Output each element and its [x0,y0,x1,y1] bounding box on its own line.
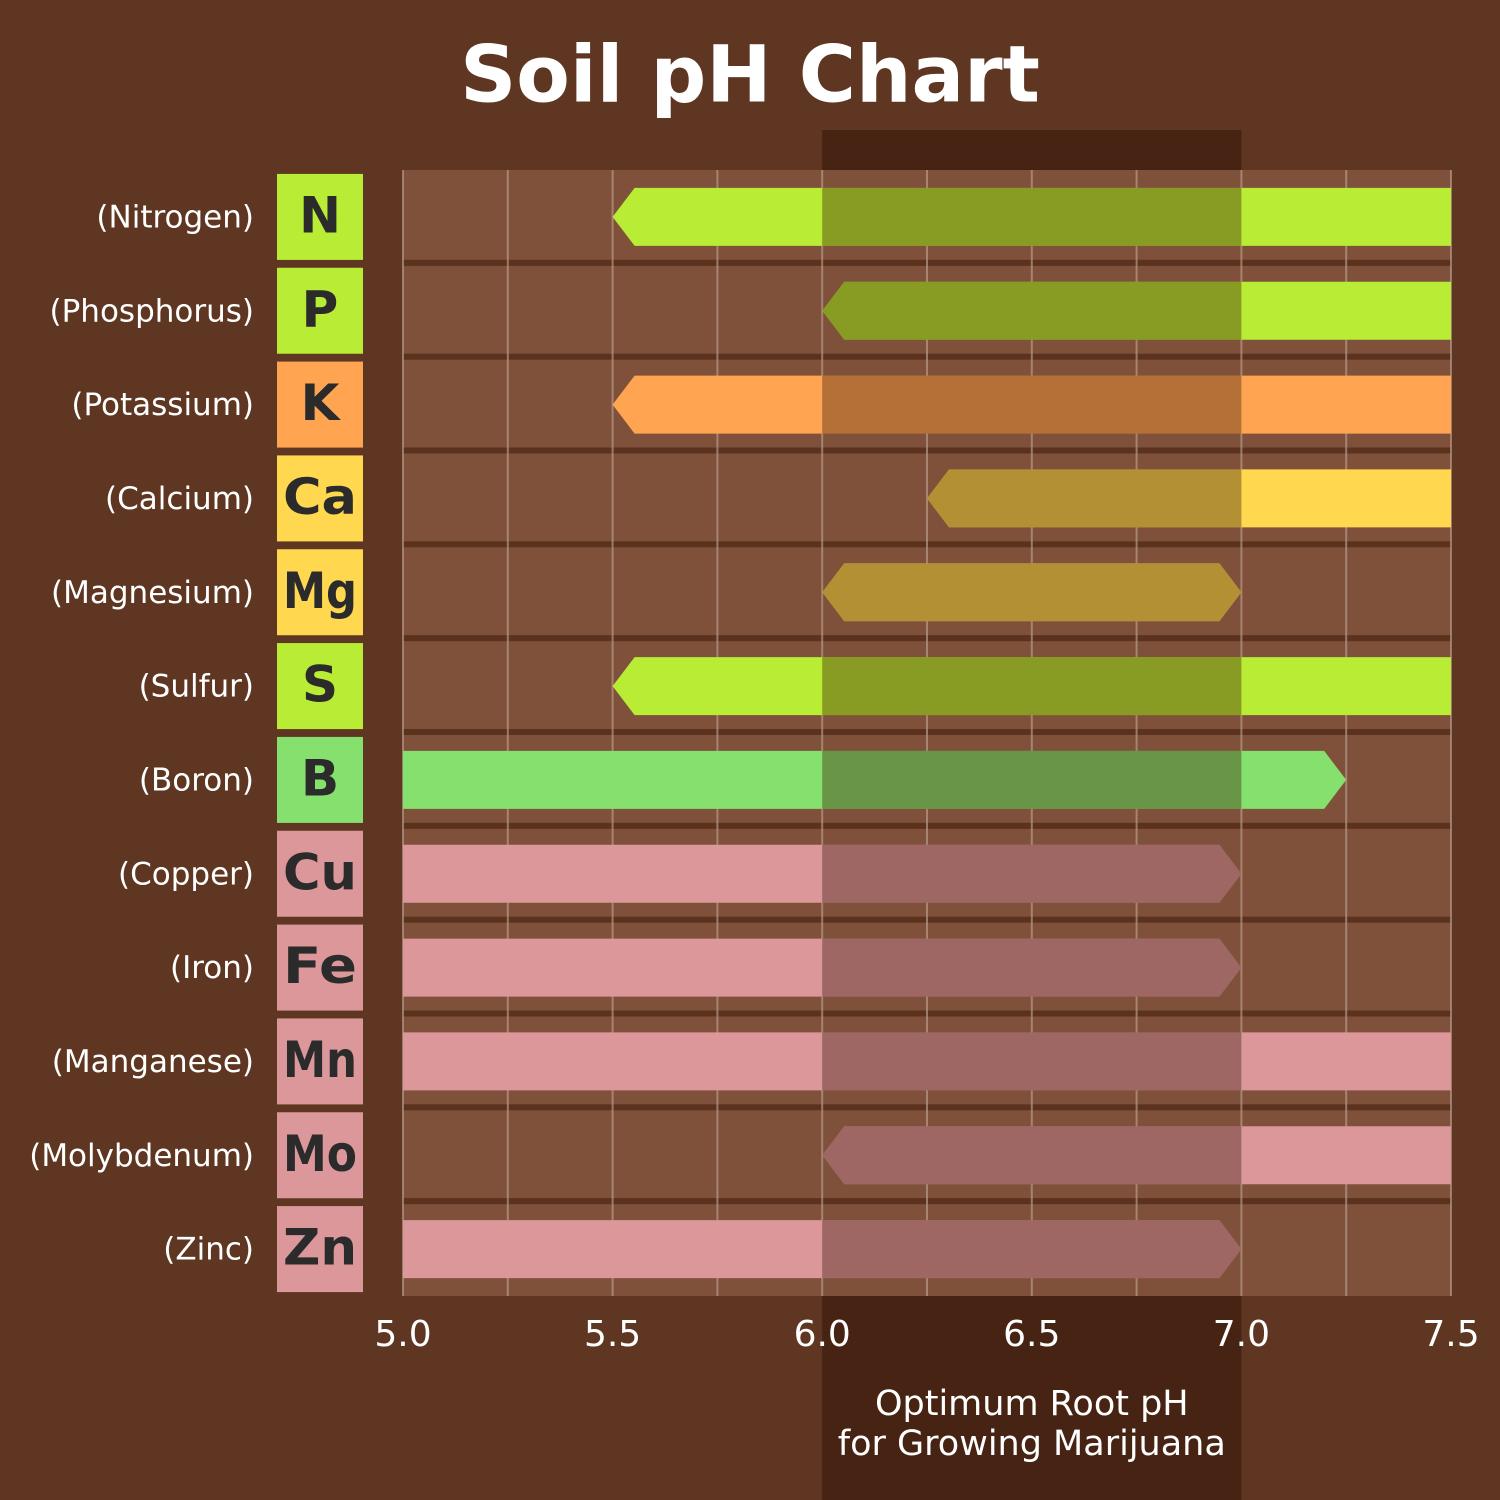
x-tick-label: 6.5 [1003,1314,1060,1355]
bar [403,1220,1242,1279]
bar-shade [822,1032,1242,1091]
bar [822,281,1451,340]
symbol-box [277,173,363,260]
bar-shade [927,469,1242,528]
symbol: Mn [283,1031,357,1089]
symbol: Fe [283,937,357,995]
symbol-box [277,1018,363,1105]
bar [403,750,1347,809]
category-label: (Calcium) [105,481,254,517]
symbol-box [277,643,363,730]
category-label: (Nitrogen) [96,199,254,235]
bar [612,187,1451,246]
bar-shade [822,563,1242,622]
symbol: B [301,749,339,807]
bar-shade [822,187,1242,246]
category-label: (Boron) [139,762,254,798]
bar-shade [822,375,1242,434]
category-label: (Phosphorus) [50,293,254,329]
x-tick-label: 7.0 [1213,1314,1270,1355]
x-tick-label: 5.5 [584,1314,641,1355]
symbol: P [302,280,339,338]
x-tick-label: 6.0 [794,1314,851,1355]
bar-shade [822,657,1242,716]
bar-shade [822,844,1242,903]
optimum-label: Optimum Root pH [875,1384,1189,1424]
symbol: Mg [283,562,357,620]
category-label: (Manganese) [52,1044,254,1080]
category-label: (Sulfur) [139,669,254,705]
category-label: (Zinc) [163,1232,254,1268]
symbol: Cu [283,843,357,901]
optimum-label: for Growing Marijuana [838,1424,1226,1464]
category-label: (Magnesium) [51,575,254,611]
symbol-box [277,736,363,823]
bar [612,375,1451,434]
bar [403,844,1242,903]
symbol: K [301,374,342,432]
bar [403,938,1242,997]
symbol: Zn [283,1219,357,1277]
symbol: N [299,186,341,244]
x-tick-label: 5.0 [374,1314,431,1355]
bar [612,657,1451,716]
symbol-box [277,455,363,542]
bar-shade [822,1126,1242,1185]
bar-shade [822,750,1242,809]
symbol-box [277,924,363,1011]
symbol-box [277,267,363,354]
chart-title: Soil pH Chart [460,30,1040,120]
category-label: (Iron) [170,950,254,986]
category-label: (Molybdenum) [29,1138,254,1174]
symbol-box [277,549,363,636]
symbol: Mo [283,1125,357,1183]
symbol-box [277,830,363,917]
symbol-box [277,1112,363,1199]
bar-shade [822,1220,1242,1279]
category-label: (Copper) [118,856,254,892]
bar [927,469,1451,528]
x-tick-label: 7.5 [1422,1314,1479,1355]
symbol: S [302,656,338,714]
bar-shade [822,281,1242,340]
bar [822,563,1242,622]
symbol-box [277,1206,363,1293]
symbol-box [277,361,363,448]
category-label: (Potassium) [71,387,254,423]
symbol: Ca [283,468,357,526]
bar [403,1032,1451,1091]
bar-shade [822,938,1242,997]
bar [822,1126,1451,1185]
